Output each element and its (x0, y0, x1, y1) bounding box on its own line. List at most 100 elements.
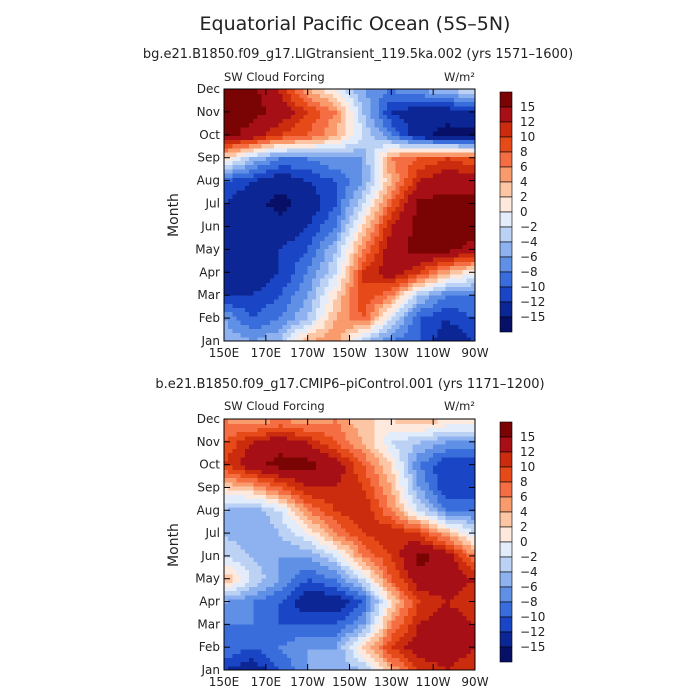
heatmap-cell (261, 93, 267, 98)
heatmap-cell (228, 286, 233, 292)
heatmap-cell (270, 257, 275, 262)
heatmap-cell (395, 181, 401, 187)
heatmap-cell (228, 324, 233, 329)
heatmap-cell (232, 661, 238, 667)
heatmap-cell (433, 219, 438, 224)
heatmap-cell (274, 290, 279, 296)
heatmap-cell (228, 294, 233, 300)
heatmap-cell (232, 315, 238, 321)
heatmap-cell (378, 110, 384, 115)
heatmap-cell (416, 328, 422, 334)
heatmap-cell (253, 152, 259, 157)
heatmap-cell (253, 586, 259, 592)
heatmap-cell (416, 653, 422, 659)
heatmap-cell (462, 206, 468, 212)
heatmap-cell (366, 636, 372, 642)
heatmap-cell (240, 215, 246, 220)
heatmap-cell (244, 248, 250, 254)
heatmap-cell (261, 231, 267, 237)
heatmap-cell (341, 160, 346, 166)
heatmap-cell (240, 105, 246, 111)
heatmap-cell (341, 657, 346, 663)
heatmap-cell (362, 644, 367, 650)
heatmap-cell (470, 324, 476, 329)
heatmap-cell (336, 97, 342, 103)
heatmap-cell (362, 328, 367, 334)
heatmap-cell (282, 177, 288, 182)
heatmap-cell (382, 278, 388, 283)
heatmap-cell (454, 101, 459, 107)
heatmap-cell (395, 202, 401, 208)
heatmap-cell (445, 185, 451, 191)
y-tick-label: Apr (199, 265, 220, 279)
heatmap-cell (370, 332, 376, 338)
heatmap-cell (224, 577, 229, 583)
heatmap-cell (282, 665, 288, 671)
heatmap-cell (270, 273, 275, 279)
heatmap-cell (445, 110, 451, 115)
heatmap-cell (412, 164, 418, 170)
heatmap-cell (278, 210, 284, 216)
heatmap-cell (299, 577, 305, 583)
heatmap-cell (295, 240, 300, 245)
heatmap-cell (395, 611, 401, 617)
heatmap-cell (236, 273, 242, 279)
heatmap-cell (311, 177, 317, 182)
heatmap-cell (387, 202, 392, 208)
heatmap-cell (470, 582, 476, 587)
heatmap-cell (454, 644, 459, 650)
heatmap-cell (299, 194, 305, 199)
heatmap-cell (374, 131, 380, 136)
heatmap-cell (378, 240, 384, 245)
heatmap-cell (244, 105, 250, 111)
heatmap-cell (345, 586, 351, 592)
heatmap-cell (290, 164, 296, 170)
heatmap-cell (299, 265, 305, 271)
heatmap-cell (445, 244, 451, 250)
heatmap-cell (366, 278, 372, 283)
heatmap-cell (449, 336, 455, 342)
heatmap-cell (391, 118, 397, 124)
heatmap-cell (362, 257, 367, 262)
heatmap-cell (332, 181, 338, 187)
heatmap-cell (374, 278, 380, 283)
heatmap-cell (470, 282, 476, 287)
heatmap-cell (236, 236, 242, 241)
heatmap-cell (265, 252, 271, 258)
heatmap-cell (470, 181, 476, 187)
heatmap-cell (290, 215, 296, 220)
heatmap-cell (270, 636, 275, 642)
heatmap-cell (253, 644, 259, 650)
heatmap-cell (395, 661, 401, 667)
heatmap-cell (408, 582, 413, 587)
heatmap-cell (228, 303, 233, 308)
heatmap-cell (441, 282, 447, 287)
heatmap-cell (270, 181, 275, 187)
heatmap-cell (449, 252, 455, 258)
heatmap-cell (286, 615, 292, 621)
heatmap-cell (378, 236, 384, 241)
heatmap-cell (424, 105, 430, 111)
heatmap-cell (311, 164, 317, 170)
heatmap-cell (412, 223, 418, 229)
heatmap-cell (470, 636, 476, 642)
heatmap-cell (236, 215, 242, 220)
heatmap-cell (282, 219, 288, 224)
heatmap-cell (295, 628, 300, 633)
heatmap-cell (382, 219, 388, 224)
heatmap-cell (236, 219, 242, 224)
heatmap-cell (408, 173, 413, 178)
heatmap-cell (328, 160, 334, 166)
heatmap-cell (366, 181, 372, 187)
heatmap-cell (224, 126, 229, 132)
heatmap-cell (341, 315, 346, 321)
heatmap-cell (441, 590, 447, 596)
heatmap-cell (299, 147, 305, 153)
heatmap-cell (311, 248, 317, 254)
heatmap-cell (374, 586, 380, 592)
heatmap-cell (391, 173, 397, 178)
heatmap-cell (324, 594, 330, 600)
heatmap-cell (232, 223, 238, 229)
heatmap-cell (408, 336, 413, 342)
heatmap-cell (316, 661, 321, 667)
